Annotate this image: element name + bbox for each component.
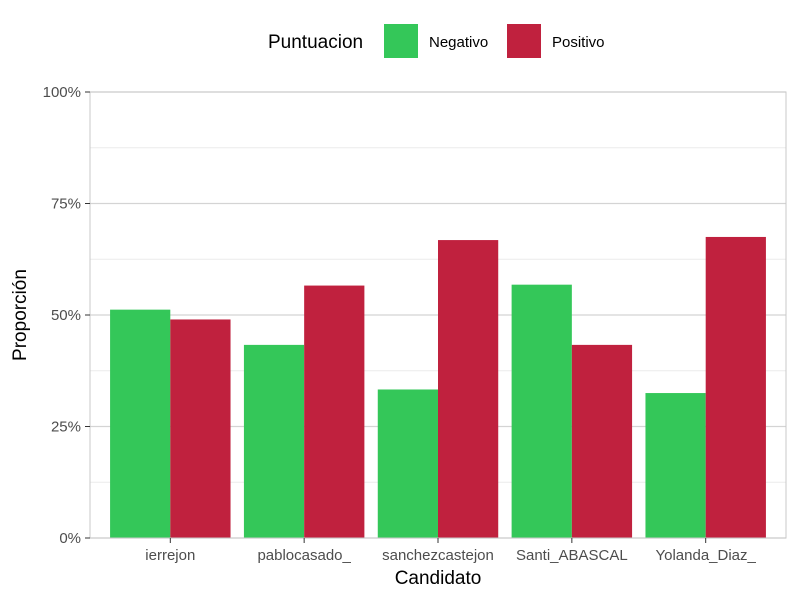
- x-tick-label: ierrejon: [145, 547, 195, 564]
- y-tick-label: 25%: [51, 419, 81, 436]
- legend-swatch-negativo: [384, 24, 418, 58]
- bar-negativo-yolanda-diaz-: [645, 393, 706, 538]
- y-axis-title: Proporción: [10, 269, 31, 361]
- bar-negativo-pablocasado-: [243, 344, 305, 538]
- y-axis: 0% 25% 50% 75% 100%: [43, 84, 90, 547]
- bar-positivo-yolanda-diaz-: [705, 236, 766, 538]
- bars: [110, 236, 766, 538]
- bar-negativo-sanchezcastejon: [377, 389, 438, 538]
- x-tick-label: Yolanda_Diaz_: [656, 547, 757, 564]
- y-tick-label: 100%: [43, 84, 81, 101]
- x-tick-label: pablocasado_: [257, 547, 351, 564]
- legend-label-positivo: Positivo: [552, 34, 605, 51]
- bar-positivo-santi-abascal: [571, 344, 633, 538]
- legend-title: Puntuacion: [268, 32, 363, 53]
- y-tick-label: 75%: [51, 196, 81, 213]
- legend: Puntuacion Negativo Positivo: [268, 24, 605, 58]
- bar-positivo-ierrejon: [170, 319, 231, 538]
- legend-label-negativo: Negativo: [429, 34, 488, 51]
- bar-negativo-santi-abascal: [511, 284, 572, 538]
- x-axis: ierrejon pablocasado_ sanchezcastejon Santi…: [145, 538, 757, 564]
- bar-negativo-ierrejon: [110, 309, 171, 538]
- y-tick-label: 0%: [59, 530, 81, 547]
- bar-positivo-pablocasado-: [304, 285, 365, 538]
- legend-swatch-positivo: [507, 24, 541, 58]
- bar-positivo-sanchezcastejon: [438, 240, 499, 538]
- y-tick-label: 50%: [51, 307, 81, 324]
- x-axis-title: Candidato: [395, 568, 482, 589]
- x-tick-label: Santi_ABASCAL: [516, 547, 628, 564]
- x-tick-label: sanchezcastejon: [382, 547, 494, 564]
